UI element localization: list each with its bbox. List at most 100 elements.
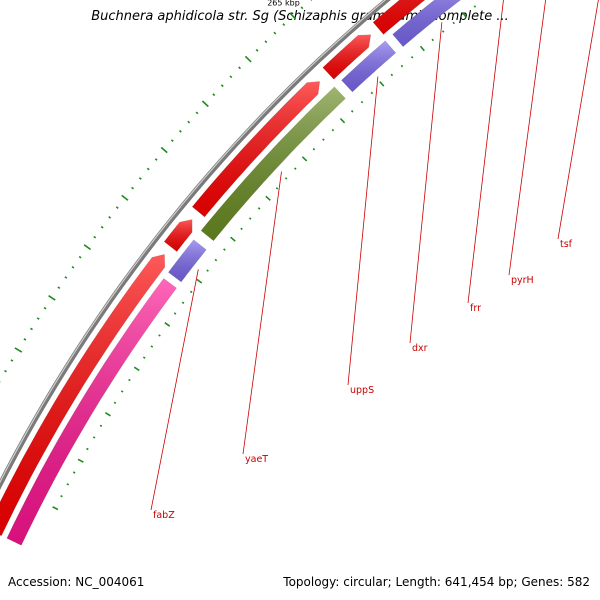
outer-tick <box>93 235 97 239</box>
genome-backbone <box>0 0 391 491</box>
inner-tick <box>284 177 288 180</box>
inner-tick <box>52 506 59 511</box>
outer-tick <box>160 146 168 154</box>
cds-magenta-1 <box>6 278 177 546</box>
inner-tick <box>410 55 414 59</box>
outer-tick <box>255 48 259 52</box>
inner-tick <box>113 401 117 404</box>
inner-tick <box>370 91 374 95</box>
gene-label-fabZ: fabZ <box>150 269 199 521</box>
outer-tick <box>131 186 134 190</box>
outer-tick <box>229 75 233 79</box>
inner-tick <box>120 390 124 393</box>
outer-tick <box>238 66 241 70</box>
feature-tracks <box>0 0 461 546</box>
inner-tick <box>230 236 236 242</box>
gene-label-uppS: uppS <box>347 76 379 396</box>
svg-text:tsf: tsf <box>560 239 573 250</box>
outer-tick <box>273 31 277 35</box>
outer-tick <box>244 55 252 63</box>
inner-tick <box>77 458 84 463</box>
inner-tick <box>390 73 394 77</box>
inner-tick <box>473 5 477 8</box>
inner-tick <box>158 334 161 337</box>
inner-tick <box>104 412 111 417</box>
cds-red-5 <box>372 0 426 35</box>
cds-red-3 <box>191 81 321 218</box>
gene-label-frr: frr <box>467 0 504 314</box>
gene-label-pyrH: pyrH <box>508 0 547 286</box>
inner-tick <box>189 290 193 294</box>
inner-tick <box>86 447 89 451</box>
genome-backbone-highlight <box>0 0 387 484</box>
outer-tick <box>138 177 142 180</box>
outer-tick <box>187 120 191 124</box>
inner-tick <box>60 495 63 498</box>
outer-tick <box>220 84 224 88</box>
inner-tick <box>128 378 131 382</box>
cds-purple-fabz <box>167 239 207 283</box>
outer-tick <box>108 216 112 219</box>
inner-tick <box>360 100 364 104</box>
outer-tick <box>14 347 23 353</box>
accession-text: Accession: NC_004061 <box>8 575 145 589</box>
cds-red-4 <box>322 34 372 80</box>
inner-tick <box>66 483 70 486</box>
inner-tick <box>275 187 279 190</box>
outer-tick <box>64 276 68 279</box>
inner-tick <box>431 38 435 42</box>
cds-red-2 <box>163 219 193 252</box>
outer-tick <box>154 158 158 161</box>
svg-text:dxr: dxr <box>412 343 428 354</box>
inner-tick-scale <box>52 5 477 511</box>
svg-text:fabZ: fabZ <box>153 510 175 521</box>
outer-tick <box>57 286 61 289</box>
topology-summary: Topology: circular; Length: 641,454 bp; … <box>283 575 590 589</box>
inner-tick <box>214 258 218 262</box>
outer-tick <box>195 111 199 115</box>
inner-tick <box>265 195 271 201</box>
outer-tick <box>115 206 119 209</box>
svg-text:pyrH: pyrH <box>511 275 534 286</box>
outer-tick <box>212 93 216 97</box>
inner-tick <box>133 366 140 372</box>
outer-tick <box>43 306 47 310</box>
outer-tick <box>146 167 150 171</box>
inner-tick <box>181 301 185 304</box>
outer-tick <box>4 369 7 373</box>
inner-tick <box>164 322 171 327</box>
inner-tick <box>196 278 203 284</box>
outer-tick <box>300 6 304 10</box>
gene-label-yaeT: yaeT <box>242 171 282 465</box>
outer-tick <box>201 100 209 108</box>
inner-tick <box>452 21 455 25</box>
svg-text:frr: frr <box>470 303 481 314</box>
inner-tick <box>339 117 346 124</box>
outer-dotted-scale <box>0 0 313 383</box>
gene-label-layer: tsf pyrH frr dxr uppS yaeT fabZ <box>150 0 599 521</box>
outer-tick <box>36 317 40 320</box>
outer-tick <box>121 194 129 201</box>
outer-tick <box>30 327 33 331</box>
svg-text:yaeT: yaeT <box>245 454 268 465</box>
inner-tick <box>248 217 252 220</box>
inner-tick <box>72 471 76 474</box>
inner-tick <box>400 64 404 68</box>
outer-tick <box>170 139 174 142</box>
cds-purple-dxr <box>392 0 461 48</box>
kbp-scale-labels: 256 kbp257 kbp258 kbp259 kbp260 kbp261 k… <box>267 0 300 7</box>
kbp-label: 265 kbp <box>267 0 300 7</box>
outer-tick <box>289 12 297 20</box>
outer-tick <box>282 23 286 27</box>
inner-tick <box>257 207 261 210</box>
cds-green-yaet <box>200 86 346 242</box>
inner-tick <box>99 424 103 427</box>
gene-label-tsf: tsf <box>557 0 599 250</box>
inner-tick <box>240 227 243 231</box>
inner-tick <box>419 45 425 52</box>
inner-tick <box>350 110 354 113</box>
inner-tick <box>150 345 154 348</box>
inner-tick <box>331 128 335 132</box>
inner-tick <box>312 147 316 151</box>
